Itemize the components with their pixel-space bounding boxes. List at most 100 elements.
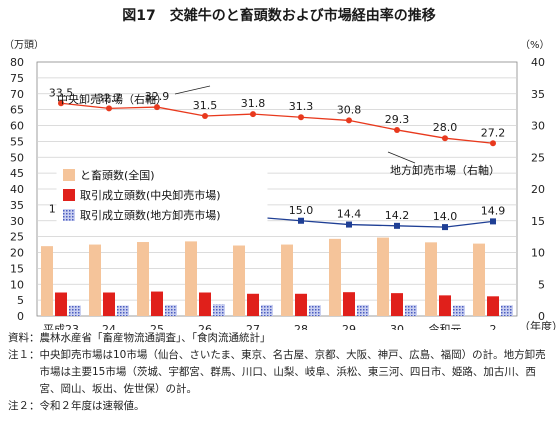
bar <box>185 241 197 316</box>
x-axis-tick-label: 27 <box>246 323 260 330</box>
bar-series <box>41 237 513 316</box>
left-axis-tick-label: 50 <box>10 151 24 164</box>
legend-box <box>56 163 268 227</box>
data-label: 31.8 <box>241 97 266 110</box>
x-axis-tick-label: 平成23 <box>43 323 79 330</box>
line-point <box>346 221 352 228</box>
right-axis-tick-label: 15 <box>531 215 545 228</box>
left-axis-tick-label: 75 <box>10 72 24 85</box>
bar <box>213 304 225 316</box>
x-axis-tick-label: 28 <box>294 323 308 330</box>
right-axis-tick-label: 0 <box>538 310 545 323</box>
x-axis-tick-label: 24 <box>102 323 116 330</box>
left-axis-tick-label: 15 <box>10 262 24 275</box>
line-point <box>490 218 496 225</box>
left-axis-tick-label: 80 <box>10 56 24 69</box>
data-label: 30.8 <box>337 103 362 116</box>
data-label: 15.0 <box>289 204 314 217</box>
right-axis-tick-label: 30 <box>531 120 545 133</box>
bar <box>117 305 129 316</box>
legend-label-local: 取引成立頭数(地方卸売市場) <box>80 208 221 222</box>
legend-swatch-local <box>63 209 75 221</box>
line-point <box>442 224 448 231</box>
left-axis-tick-label: 65 <box>10 104 24 117</box>
bar <box>233 245 245 316</box>
source-note-head: 資料： <box>8 332 40 344</box>
legend-label-slaughter: と畜頭数(全国) <box>80 168 155 182</box>
data-label: 14.9 <box>481 204 506 217</box>
data-label: 28.0 <box>433 121 458 134</box>
chart: 図17 交雑牛のと畜頭数および市場経由率の推移 （万頭） （%） 0 5 10 15 2… <box>4 7 558 330</box>
legend-swatch-slaughter <box>63 169 75 181</box>
bar <box>473 243 485 316</box>
central-market-series-label: 中央卸売市場（右軸） <box>57 85 211 106</box>
note-2-head: 注２： <box>8 400 40 412</box>
x-axis-tick-label: 25 <box>150 323 164 330</box>
bar <box>55 292 67 316</box>
line-point <box>394 126 400 133</box>
right-axis-tick-label: 25 <box>531 151 545 164</box>
note-2: 注２： 令和２年度は速報値。 <box>8 398 553 415</box>
x-axis-ticks: 平成23 24 25 26 27 28 29 30 令和元 2 <box>43 322 497 330</box>
bar <box>343 292 355 316</box>
bar <box>453 305 465 316</box>
right-axis-unit: （%） <box>520 39 550 51</box>
left-axis-tick-label: 70 <box>10 88 24 101</box>
bar <box>405 304 417 316</box>
bar <box>501 305 513 316</box>
left-axis-tick-label: 35 <box>10 199 24 212</box>
bar <box>261 304 273 316</box>
note-1-text: 中央卸売市場は10市場（仙台、さいたま、東京、名古屋、京都、大阪、神戸、広島、福… <box>39 349 546 395</box>
bar <box>165 304 177 316</box>
bar <box>89 244 101 316</box>
left-axis-ticks: 0 5 10 15 20 25 30 35 40 45 50 55 60 65 70 75 80 <box>10 56 24 323</box>
data-label: 14.4 <box>337 208 362 221</box>
legend-label-central: 取引成立頭数(中央卸売市場) <box>80 188 221 202</box>
x-axis-unit: （年度） <box>519 319 558 330</box>
bar <box>151 291 163 316</box>
central-market-label: 中央卸売市場（右軸） <box>57 92 167 106</box>
bar <box>295 293 307 316</box>
right-axis-tick-label: 20 <box>531 183 545 196</box>
right-axis-tick-label: 40 <box>531 56 545 69</box>
line-point <box>394 222 400 229</box>
left-axis-tick-label: 5 <box>17 294 24 307</box>
x-axis-tick-label: 2 <box>490 323 497 330</box>
data-label: 29.3 <box>385 113 410 126</box>
right-axis-ticks: 0 5 10 15 20 25 30 35 40 <box>531 56 545 323</box>
bar <box>377 237 389 316</box>
line-point <box>298 114 304 121</box>
x-axis-tick-label: 令和元 <box>429 322 462 330</box>
data-label: 27.2 <box>481 126 506 139</box>
note-2-text: 令和２年度は速報値。 <box>39 400 145 412</box>
bar <box>357 304 369 316</box>
series-line <box>60 102 494 144</box>
left-axis-tick-label: 40 <box>10 183 24 196</box>
data-label: 33.5 <box>49 86 74 99</box>
data-label: 14.2 <box>385 209 410 222</box>
left-axis-tick-label: 25 <box>10 231 24 244</box>
left-axis-tick-label: 0 <box>17 310 24 323</box>
line-point <box>202 112 208 119</box>
x-axis-tick-label: 26 <box>198 323 212 330</box>
left-axis-tick-label: 30 <box>10 215 24 228</box>
line-point <box>250 111 256 118</box>
data-label: 32.9 <box>145 90 170 103</box>
right-axis-tick-label: 35 <box>531 88 545 101</box>
bar <box>41 246 53 316</box>
bar <box>281 244 293 316</box>
legend-swatch-central <box>63 189 75 201</box>
left-axis-unit: （万頭） <box>4 39 44 51</box>
right-axis-tick-label: 5 <box>538 278 545 291</box>
line-point <box>154 104 160 111</box>
note-1-head: 注１： <box>8 349 40 361</box>
legend: と畜頭数(全国) 取引成立頭数(中央卸売市場) 取引成立頭数(地方卸売市場) <box>56 163 268 227</box>
data-label: 31.3 <box>289 100 314 113</box>
line-point <box>490 140 496 147</box>
left-axis-tick-label: 55 <box>10 135 24 148</box>
right-axis-tick-label: 10 <box>531 247 545 260</box>
x-axis-tick-label: 29 <box>342 323 356 330</box>
line-point <box>346 117 352 124</box>
line-point <box>442 135 448 142</box>
bar <box>487 296 499 316</box>
